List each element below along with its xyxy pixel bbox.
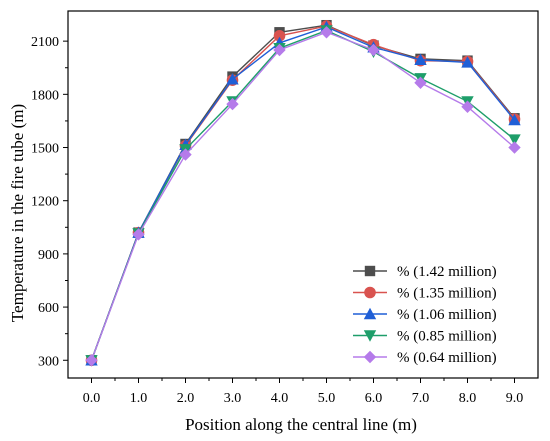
series-line: [90, 26, 516, 361]
legend-label: % (1.42 million): [397, 264, 497, 280]
y-tick-label: 300: [38, 354, 59, 369]
x-tick-label: 0.0: [83, 391, 101, 406]
legend-marker: [364, 265, 376, 277]
data-point: [414, 53, 427, 65]
y-tick-label: 1800: [31, 88, 59, 103]
series-line: [90, 31, 515, 361]
legend-label: % (1.35 million): [397, 286, 497, 302]
data-point: [508, 113, 521, 126]
y-tick-label: 1200: [31, 195, 59, 210]
x-tick-label: 2.0: [177, 391, 195, 406]
y-tick-label: 1500: [31, 142, 59, 157]
legend-marker: [363, 350, 377, 364]
legend-item: % (1.42 million): [353, 264, 497, 280]
legend-item: % (0.85 million): [353, 329, 497, 345]
series-5: [85, 26, 521, 367]
data-point: [461, 56, 474, 68]
data-point: [132, 228, 145, 241]
y-tick-label: 600: [38, 301, 59, 316]
data-point: [179, 148, 192, 161]
data-point: [320, 26, 333, 39]
x-tick-label: 6.0: [365, 391, 383, 406]
data-point: [273, 43, 286, 57]
data-point: [273, 30, 286, 42]
legend-marker: [363, 330, 377, 342]
data-point: [461, 100, 474, 113]
legend-label: % (1.06 million): [397, 307, 497, 323]
legend-marker: [363, 307, 377, 320]
legend-label: % (0.85 million): [397, 329, 497, 345]
data-point: [414, 76, 427, 90]
y-axis-title: Temperature in the fire tube (m): [8, 104, 27, 322]
x-tick-label: 4.0: [271, 391, 289, 406]
legend-marker: [364, 286, 376, 299]
y-tick-label: 900: [38, 248, 59, 263]
legend: % (1.42 million) % (1.35 million) % (1.06 …: [353, 264, 497, 366]
legend-item: % (1.06 million): [353, 307, 497, 323]
legend-item: % (1.35 million): [353, 286, 497, 302]
series-layer: [85, 19, 521, 367]
legend-label: % (0.64 million): [397, 350, 497, 366]
data-point: [226, 97, 239, 111]
x-tick-label: 7.0: [412, 391, 430, 406]
data-point: [367, 43, 380, 57]
data-point: [508, 134, 521, 146]
axis-ticks: 0.0 1.0 2.0 3.0 4.0 5.0 6.0 7.0 8.0 9.0 300 600 900 1…: [31, 35, 523, 406]
legend-item: % (0.64 million): [353, 350, 497, 366]
x-tick-label: 1.0: [130, 391, 148, 406]
x-tick-label: 3.0: [224, 391, 242, 406]
y-tick-label: 2100: [31, 35, 59, 50]
series-line: [90, 29, 515, 361]
x-tick-label: 5.0: [318, 391, 336, 406]
x-tick-label: 8.0: [459, 391, 477, 406]
data-point: [85, 354, 98, 367]
x-tick-label: 9.0: [506, 391, 524, 406]
data-point: [508, 141, 521, 154]
x-axis-title: Position along the central line (m): [185, 415, 417, 434]
data-point: [226, 73, 239, 85]
